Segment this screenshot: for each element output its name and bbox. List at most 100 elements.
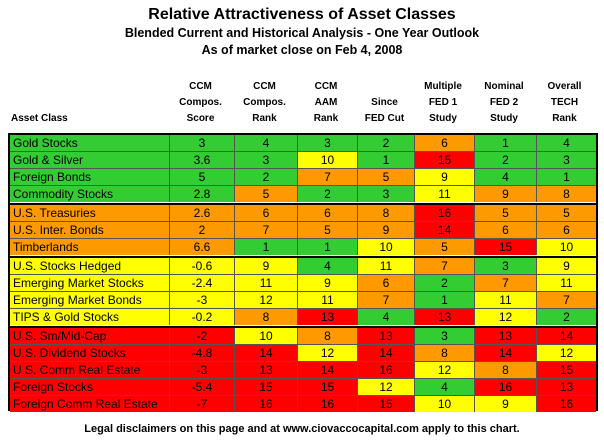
- table-cell: 1: [358, 152, 415, 168]
- table-cell: 13: [358, 328, 415, 344]
- asset-class-name: Timberlands: [10, 239, 170, 255]
- table-row: U.S. Sm/Mid-Cap -2 10 8 13 3 13 14: [10, 328, 596, 345]
- table-cell: 4: [537, 135, 596, 151]
- table-cell: 8: [415, 345, 475, 361]
- table-cell: 15: [235, 379, 298, 395]
- table-cell: 6: [415, 135, 475, 151]
- table-cell: 13: [235, 362, 298, 378]
- table-cell: 7: [298, 169, 358, 185]
- table-cell: 10: [235, 328, 298, 344]
- table-cell: 3: [537, 152, 596, 168]
- table-row: Commodity Stocks 2.8 5 2 3 11 9 8: [10, 186, 596, 203]
- table-cell: 8: [298, 328, 358, 344]
- table-cell: 16: [235, 396, 298, 412]
- table-cell: 2: [235, 169, 298, 185]
- asset-class-name: Emerging Market Stocks: [10, 275, 170, 291]
- table-cell: 14: [298, 362, 358, 378]
- table-row: U.S. Treasuries 2.6 6 6 8 16 5 5: [10, 205, 596, 222]
- table-cell: 6: [475, 222, 537, 238]
- group-separator: [10, 203, 596, 205]
- table-cell: 13: [415, 309, 475, 325]
- table-cell: 10: [298, 152, 358, 168]
- table-cell: 15: [358, 396, 415, 412]
- table-cell: 2: [537, 309, 596, 325]
- table-cell: 16: [537, 396, 596, 412]
- table-cell: 2: [170, 222, 235, 238]
- column-header-2: CCM Compos. Rank: [243, 81, 286, 124]
- table-cell: -2.4: [170, 275, 235, 291]
- table-cell: 1: [537, 169, 596, 185]
- table-cell: 5: [235, 186, 298, 202]
- table-cell: 15: [298, 379, 358, 395]
- column-headers: Asset Class CCM Compos. Score CCM Compos. …: [8, 74, 598, 129]
- table-row: U.S. Stocks Hedged -0.6 9 4 11 7 3 9: [10, 258, 596, 275]
- table-cell: 1: [415, 292, 475, 308]
- table-cell: 3: [475, 258, 537, 274]
- table-cell: 7: [475, 275, 537, 291]
- table-cell: 5: [298, 222, 358, 238]
- table-cell: 2: [475, 152, 537, 168]
- table-cell: -7: [170, 396, 235, 412]
- table-row: U.S. Inter. Bonds 2 7 5 9 14 6 6: [10, 222, 596, 239]
- table-cell: 3: [298, 135, 358, 151]
- table-cell: 10: [537, 239, 596, 255]
- chart-date: As of market close on Feb 4, 2008: [201, 43, 403, 57]
- table-cell: 9: [235, 258, 298, 274]
- table-cell: 2: [298, 186, 358, 202]
- table-cell: 9: [358, 222, 415, 238]
- table-cell: 5: [358, 169, 415, 185]
- asset-class-name: TIPS & Gold Stocks: [10, 309, 170, 325]
- table-cell: 16: [298, 396, 358, 412]
- asset-class-name: Commodity Stocks: [10, 186, 170, 202]
- table-cell: -3: [170, 362, 235, 378]
- table-cell: 14: [415, 222, 475, 238]
- column-header-5: Multiple FED 1 Study: [424, 81, 462, 124]
- asset-class-name: U.S. Treasuries: [10, 205, 170, 221]
- table-cell: 11: [415, 186, 475, 202]
- table-cell: 13: [475, 328, 537, 344]
- asset-class-name: U.S. Sm/Mid-Cap: [10, 328, 170, 344]
- table-cell: 4: [235, 135, 298, 151]
- table-cell: 13: [537, 379, 596, 395]
- table-cell: 9: [537, 258, 596, 274]
- table-cell: 12: [298, 345, 358, 361]
- table-row: Gold Stocks 3 4 3 2 6 1 4: [10, 135, 596, 152]
- table-cell: 1: [475, 135, 537, 151]
- asset-class-name: U.S. Inter. Bonds: [10, 222, 170, 238]
- table-row: Emerging Market Bonds -3 12 11 7 1 11 7: [10, 292, 596, 309]
- table-cell: 8: [358, 205, 415, 221]
- table-cell: 10: [358, 239, 415, 255]
- table-cell: 9: [475, 396, 537, 412]
- table-row: Foreign Stocks -5.4 15 15 12 4 16 13: [10, 379, 596, 396]
- group-separator: [10, 256, 596, 258]
- table-row: Gold & Silver 3.6 3 10 1 15 2 3: [10, 152, 596, 169]
- table-row: Emerging Market Stocks -2.4 11 9 6 2 7 11: [10, 275, 596, 292]
- table-cell: 8: [235, 309, 298, 325]
- table-cell: 4: [475, 169, 537, 185]
- table-cell: 11: [298, 292, 358, 308]
- table-cell: 3: [415, 328, 475, 344]
- table-cell: 8: [475, 362, 537, 378]
- table-cell: -5.4: [170, 379, 235, 395]
- table-cell: 11: [475, 292, 537, 308]
- column-header-7: Overall TECH Rank: [547, 81, 582, 124]
- column-header-4: Since FED Cut: [364, 97, 405, 124]
- table-cell: 3.6: [170, 152, 235, 168]
- asset-class-name: Foreign Bonds: [10, 169, 170, 185]
- table-cell: 4: [415, 379, 475, 395]
- table-cell: 9: [298, 275, 358, 291]
- table-cell: 15: [537, 362, 596, 378]
- table-cell: 14: [235, 345, 298, 361]
- table-cell: 14: [475, 345, 537, 361]
- table-cell: 2: [415, 275, 475, 291]
- table-cell: 4: [298, 258, 358, 274]
- table-cell: 14: [358, 345, 415, 361]
- table-cell: -2: [170, 328, 235, 344]
- table-cell: 7: [235, 222, 298, 238]
- table-cell: 11: [235, 275, 298, 291]
- table-cell: 6.6: [170, 239, 235, 255]
- chart-subtitle: Blended Current and Historical Analysis …: [124, 26, 480, 40]
- column-header-1: CCM Compos. Score: [179, 81, 222, 124]
- group-separator: [10, 326, 596, 328]
- asset-class-name: Foreign Comm Real Estate: [10, 396, 170, 412]
